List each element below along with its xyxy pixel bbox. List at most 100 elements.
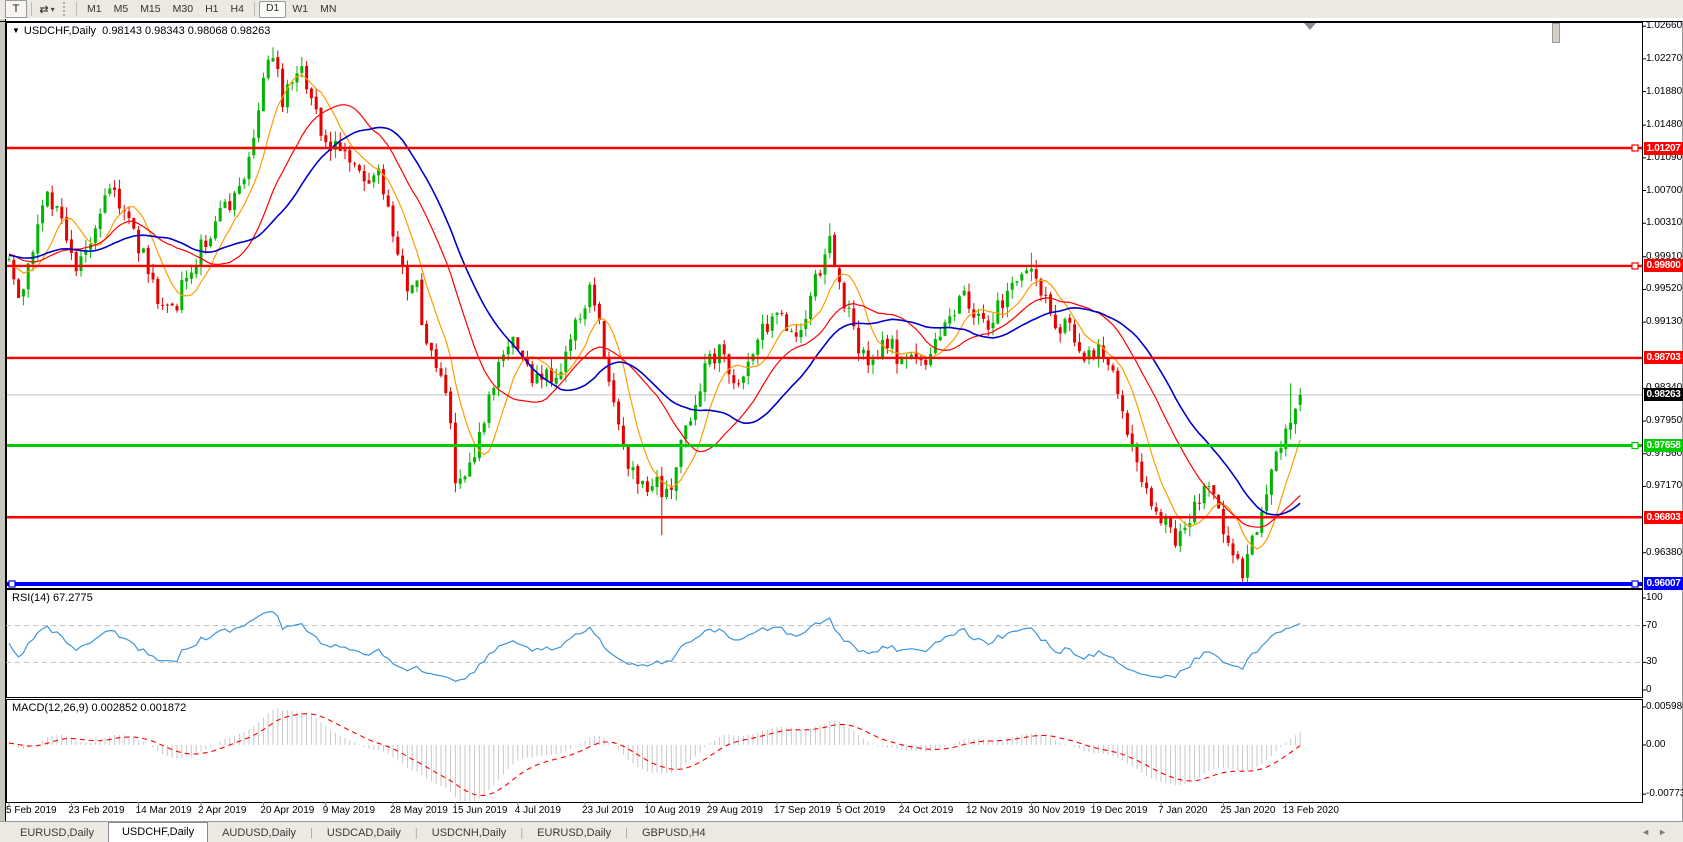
date-label-53: 20 Apr 2019 [260,805,315,816]
timeframe-button-h4[interactable]: H4 [230,2,244,15]
date-label-200: 12 Nov 2019 [966,805,1023,816]
date-label-213: 30 Nov 2019 [1028,805,1086,816]
timeframe-button-m15[interactable]: M15 [140,2,161,15]
chart-tabs: EURUSD,Daily USDCHF,Daily AUDUSD,Daily | USD… [6,822,720,842]
price-axis-label-0.99520: 0.99520 [1646,283,1683,295]
toolbar-grip [63,2,67,16]
tab-separator: | [520,827,524,839]
tab-scroll-arrows: ◄► [1641,827,1675,837]
timeframe-button-m5[interactable]: M5 [113,2,129,15]
tab-separator: | [414,827,418,839]
slow-ma-line [8,126,1301,516]
date-label-80: 28 May 2019 [390,805,448,816]
toolbar-separator [31,2,32,16]
price-tag-0.96007: 0.96007 [1644,577,1683,591]
tab-separator: | [310,827,313,839]
window-left-edge [0,19,6,842]
date-label-240: 7 Jan 2020 [1158,805,1208,816]
date-label-27: 14 Mar 2019 [135,805,192,816]
chart-tab-usdcad-daily[interactable]: USDCAD,Daily [326,827,401,839]
scale-thumb[interactable] [1552,23,1560,43]
chart-title: ▼ USDCHF,Daily 0.98143 0.98343 0.98068 0.… [12,25,270,37]
date-label-40: 2 Apr 2019 [198,805,247,816]
chart-symbol-period: USDCHF,Daily [23,25,97,37]
macd-indicator-label: MACD(12,26,9) 0.002852 0.001872 [12,702,187,714]
hline-handle-right[interactable] [1631,144,1639,152]
date-label-146: 29 Aug 2019 [706,805,763,816]
date-label-106: 4 Jul 2019 [514,805,561,816]
date-label-13: 23 Feb 2019 [68,805,125,816]
chart-tabs-bar: EURUSD,Daily USDCHF,Daily AUDUSD,Daily | USD… [0,821,1683,842]
rsi-panel-border [6,589,1643,698]
date-label-173: 5 Oct 2019 [836,805,886,816]
tab-scroll-left-icon[interactable]: ◄ [1641,827,1659,837]
timeframe-button-m30[interactable]: M30 [172,2,194,15]
toolbar: T ⇄ ▾ M1 M5 M15 M30 H1 H4 D1 W1 MN [0,0,1683,19]
price-tag-1.01207: 1.01207 [1644,141,1683,155]
macd-axis-label-0.005986: 0.005986 [1646,701,1683,712]
price-axis-label-0.97560: 0.97560 [1646,447,1683,459]
title-marker-icon: ▼ [12,26,20,35]
date-label-0: 5 Feb 2019 [6,805,57,816]
macd-panel-border [6,699,1643,803]
text-tool-button[interactable]: T [5,0,27,18]
main-panel-border [6,22,1643,589]
price-tag-0.99800: 0.99800 [1644,259,1683,273]
hline-handle-right[interactable] [1631,580,1639,588]
timeframe-toolbar: M1 M5 M15 M30 H1 H4 D1 W1 MN [81,0,342,18]
rsi-axis-label-100: 100 [1646,592,1663,603]
price-axis-label-0.99910: 0.99910 [1646,250,1683,262]
price-axis-label-0.99130: 0.99130 [1646,316,1683,328]
chart-tab-usdcnh-daily[interactable]: USDCNH,Daily [431,827,507,839]
date-label-266: 13 Feb 2020 [1282,805,1339,816]
toolbar-separator [76,2,77,16]
chart-ohlc-values: 0.98143 0.98343 0.98068 0.98263 [102,25,271,37]
medium-ma-line [8,104,1301,528]
date-label-186: 24 Oct 2019 [898,805,954,816]
price-axis-label-1.02270: 1.02270 [1646,52,1683,64]
date-label-66: 9 May 2019 [322,805,376,816]
chart-tab-gbpusd-h4[interactable]: GBPUSD,H4 [642,827,706,839]
chart-tab-usdchf-daily[interactable]: USDCHF,Daily [107,822,209,842]
timeframe-button-m1[interactable]: M1 [87,2,102,15]
price-axis-label-1.00310: 1.00310 [1646,217,1683,229]
price-tag-0.97658: 0.97658 [1644,439,1683,453]
macd-signal-line [8,713,1301,796]
price-axis-label-1.01090: 1.01090 [1646,151,1683,163]
timeframe-button-h1[interactable]: H1 [205,2,219,15]
rsi-axis-label-70: 70 [1646,619,1658,631]
price-axis-label-1.02660: 1.02660 [1646,20,1683,32]
chart-tab-audusd-daily[interactable]: AUDUSD,Daily [222,827,297,839]
date-label-120: 23 Jul 2019 [582,805,634,816]
price-axis-label-1.01480: 1.01480 [1646,119,1683,131]
price-tag-0.96803: 0.96803 [1644,510,1683,524]
chart-top-border [0,21,1683,22]
hline-handle-right[interactable] [1631,441,1639,450]
price-axis-label-1.01880: 1.01880 [1646,85,1683,97]
arrows-tool-button[interactable]: ⇄ ▾ [36,0,58,18]
chart-tab-eurusd-daily[interactable]: EURUSD,Daily [537,827,612,839]
chart-tab-eurusd-daily[interactable]: EURUSD,Daily [20,827,94,839]
macd-axis-label--0.007737: -0.007737 [1646,788,1683,800]
macd-histogram [8,708,1301,801]
price-axis-label-0.98340: 0.98340 [1646,382,1682,394]
date-label-133: 10 Aug 2019 [644,805,701,816]
rsi-axis-label-0: 0 [1646,684,1652,695]
macd-axis-label-0.00: 0.00 [1646,739,1666,750]
hline-handle-left[interactable] [8,580,16,588]
price-axis-label-1.00700: 1.00700 [1646,184,1683,196]
fast-ma-line [8,74,1301,550]
timeframe-button-mn[interactable]: MN [320,2,337,15]
timeframe-button-d1[interactable]: D1 [258,0,287,18]
price-axis-label-0.96380: 0.96380 [1646,546,1683,558]
price-axis-label-0.97170: 0.97170 [1646,480,1683,492]
price-axis-label-0.97950: 0.97950 [1646,415,1683,427]
tab-scroll-right-icon[interactable]: ► [1658,827,1675,837]
timeframe-button-w1[interactable]: W1 [292,2,309,15]
date-label-226: 19 Dec 2019 [1090,805,1148,816]
hline-handle-right[interactable] [1631,262,1639,270]
date-label-253: 25 Jan 2020 [1220,805,1276,816]
tab-separator: | [625,827,628,839]
chart-shift-marker-icon[interactable] [1304,23,1316,30]
